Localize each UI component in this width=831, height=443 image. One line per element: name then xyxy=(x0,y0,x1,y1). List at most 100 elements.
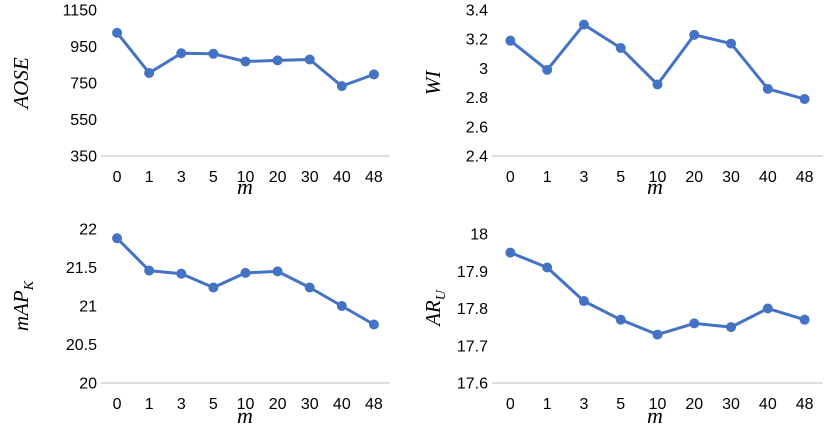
y-tick-label: 21.5 xyxy=(66,260,97,277)
x-tick-label: 5 xyxy=(209,169,218,186)
y-tick-label: 2.4 xyxy=(466,149,488,166)
data-point xyxy=(208,282,219,293)
y-tick-label: 1150 xyxy=(63,3,98,20)
data-point xyxy=(505,247,516,258)
x-tick-label: 10 xyxy=(649,396,667,413)
x-tick-label: 20 xyxy=(269,169,287,186)
y-tick-label: 3 xyxy=(479,61,488,78)
data-point xyxy=(652,79,663,90)
y-tick-label: 2.8 xyxy=(466,90,488,107)
x-tick-label: 1 xyxy=(543,396,552,413)
data-point xyxy=(176,48,187,59)
data-point xyxy=(304,54,315,65)
x-tick-label: 10 xyxy=(649,169,667,186)
x-tick-label: 30 xyxy=(722,396,740,413)
data-point xyxy=(240,267,251,278)
x-tick-label: 5 xyxy=(616,169,625,186)
x-tick-label: 10 xyxy=(237,169,255,186)
data-point xyxy=(799,94,810,105)
x-axis-label: m xyxy=(237,174,253,199)
x-tick-label: 40 xyxy=(333,169,351,186)
x-tick-label: 5 xyxy=(616,396,625,413)
x-tick-label: 0 xyxy=(113,169,122,186)
data-point xyxy=(615,314,626,325)
data-point xyxy=(336,301,347,311)
x-tick-label: 20 xyxy=(685,396,703,413)
x-tick-label: 48 xyxy=(796,396,814,413)
x-tick-label: 48 xyxy=(365,169,383,186)
chart-2: 2.4 2.6 2.8 3 3.2 3.4 0 1 3 5 10 20 30 40 48 m WI xyxy=(421,3,823,199)
data-point xyxy=(240,56,251,67)
data-point xyxy=(208,48,219,59)
data-point xyxy=(615,42,626,53)
data-point xyxy=(112,233,123,244)
x-axis-label: m xyxy=(647,174,663,199)
x-tick-label: 40 xyxy=(759,396,777,413)
y-axis-label: ARU xyxy=(421,289,449,328)
data-point xyxy=(368,69,379,80)
data-point xyxy=(578,296,589,307)
x-tick-label: 30 xyxy=(301,396,319,413)
x-tick-label: 20 xyxy=(685,169,703,186)
y-tick-label: 17.6 xyxy=(457,376,488,393)
x-tick-label: 40 xyxy=(333,396,351,413)
x-tick-label: 48 xyxy=(796,169,814,186)
y-tick-label: 3.4 xyxy=(466,3,488,20)
x-tick-label: 1 xyxy=(145,396,154,413)
series-line xyxy=(116,237,375,326)
series-line xyxy=(509,251,806,337)
y-tick-label: 550 xyxy=(70,112,97,129)
y-tick-label: 21 xyxy=(79,299,97,316)
x-tick-label: 10 xyxy=(237,396,255,413)
x-tick-label: 1 xyxy=(543,169,552,186)
y-tick-label: 20.5 xyxy=(66,337,97,354)
y-axis-label: WI xyxy=(421,70,445,95)
y-tick-label: 17.7 xyxy=(457,338,488,355)
y-tick-label: 20 xyxy=(79,376,97,393)
x-tick-label: 48 xyxy=(365,396,383,413)
data-point xyxy=(542,262,553,273)
data-point xyxy=(726,322,737,333)
x-tick-label: 0 xyxy=(113,396,122,413)
y-axis-label: AOSE xyxy=(9,57,33,110)
x-tick-label: 30 xyxy=(301,169,319,186)
x-tick-label: 5 xyxy=(209,396,218,413)
chart-3: 20 20.5 21 21.5 22 0 1 3 5 10 20 30 40 48 m mAPK xyxy=(9,222,390,428)
x-axis-label: m xyxy=(647,403,663,428)
data-point xyxy=(336,81,347,92)
y-tick-label: 950 xyxy=(70,39,97,56)
data-point xyxy=(272,55,283,66)
y-tick-label: 17.9 xyxy=(457,264,488,281)
y-tick-label: 350 xyxy=(70,149,97,166)
data-point xyxy=(762,303,773,314)
data-point xyxy=(144,265,155,276)
x-tick-label: 30 xyxy=(722,169,740,186)
data-point xyxy=(689,318,700,329)
y-tick-label: 17.8 xyxy=(457,301,488,318)
data-point xyxy=(726,38,737,49)
data-point xyxy=(542,64,553,75)
y-tick-label: 2.6 xyxy=(466,119,488,136)
y-tick-label: 18 xyxy=(470,227,488,244)
y-tick-label: 22 xyxy=(79,222,97,239)
y-tick-label: 3.2 xyxy=(466,32,488,49)
chart-4: 17.6 17.7 17.8 17.9 18 0 1 3 5 10 20 30 40 48 m ARU xyxy=(421,227,823,428)
data-point xyxy=(652,329,663,340)
chart-1: 350 550 750 950 1150 0 1 3 5 10 20 30 40 48 m AOSE xyxy=(9,3,390,199)
x-tick-label: 3 xyxy=(177,169,186,186)
x-tick-label: 0 xyxy=(506,169,515,186)
data-point xyxy=(144,67,155,78)
data-point xyxy=(762,83,773,94)
x-axis-label: m xyxy=(237,403,253,428)
data-point xyxy=(368,319,379,330)
x-tick-label: 1 xyxy=(145,169,154,186)
x-tick-label: 40 xyxy=(759,169,777,186)
data-point xyxy=(505,35,516,46)
y-tick-label: 750 xyxy=(70,76,97,93)
x-tick-label: 3 xyxy=(579,396,588,413)
x-tick-label: 3 xyxy=(177,396,186,413)
data-point xyxy=(799,314,810,325)
x-tick-label: 20 xyxy=(269,396,287,413)
data-point xyxy=(176,268,187,279)
